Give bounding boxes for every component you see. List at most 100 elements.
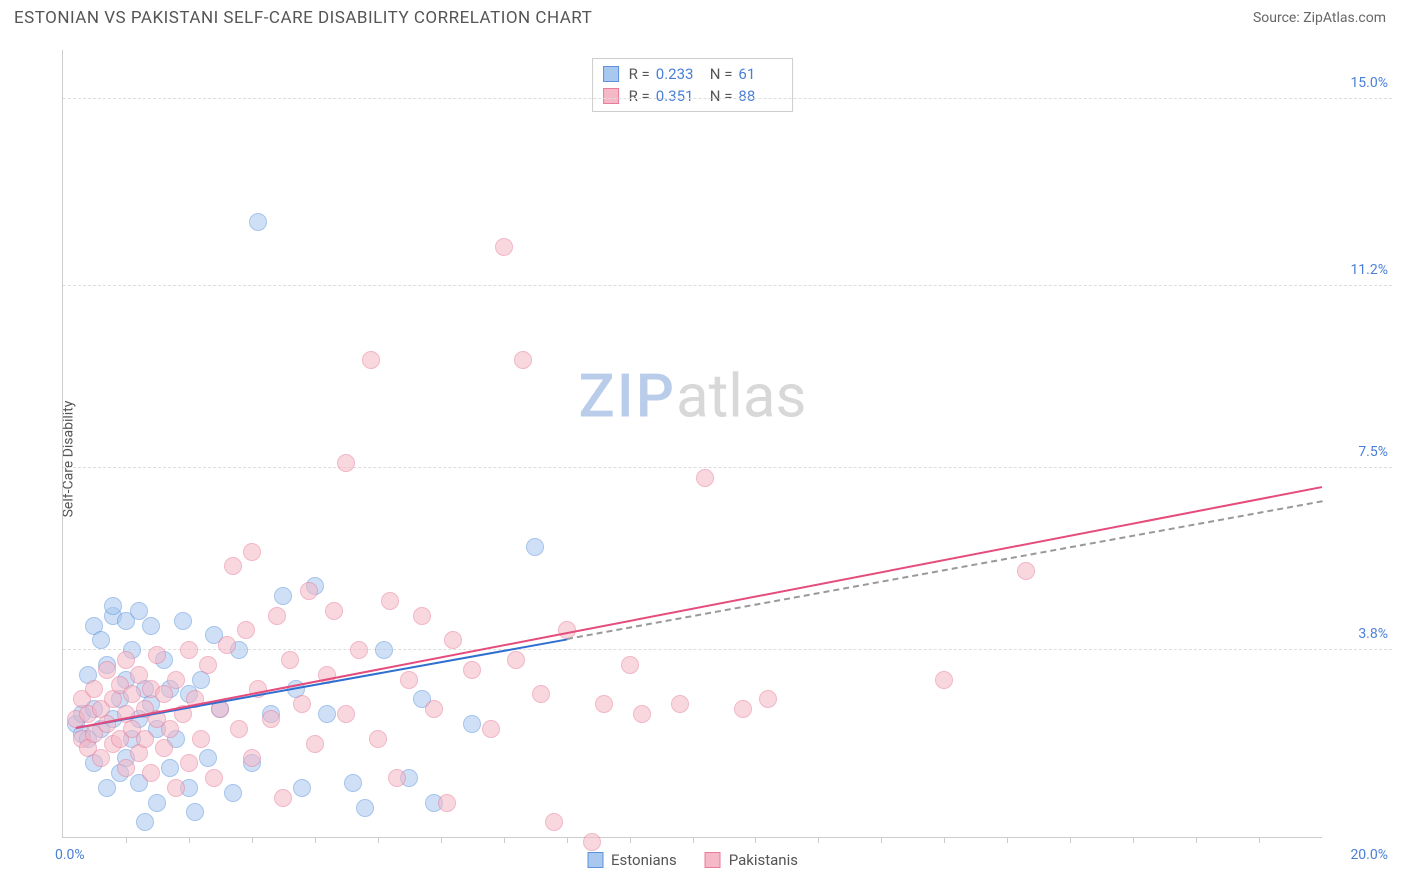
scatter-point: [92, 631, 110, 649]
scatter-point: [369, 730, 387, 748]
scatter-point: [482, 720, 500, 738]
stat-n-estonians: 61: [738, 65, 782, 83]
scatter-point: [463, 661, 481, 679]
scatter-point: [381, 592, 399, 610]
scatter-point: [734, 700, 752, 718]
scatter-point: [1017, 562, 1035, 580]
scatter-point: [237, 621, 255, 639]
scatter-point: [192, 730, 210, 748]
scatter-point: [136, 730, 154, 748]
xtick: [1007, 837, 1008, 843]
swatch-estonians: [587, 852, 603, 868]
gridline: [63, 467, 1392, 468]
scatter-point: [526, 538, 544, 556]
scatter-point: [167, 779, 185, 797]
xtick: [944, 837, 945, 843]
scatter-point: [375, 641, 393, 659]
scatter-point: [155, 685, 173, 703]
legend-label-pakistanis: Pakistanis: [729, 851, 798, 869]
scatter-point: [595, 695, 613, 713]
scatter-point: [545, 813, 563, 831]
stat-r-label: R =: [629, 87, 650, 105]
watermark: ZIPatlas: [579, 361, 807, 432]
scatter-point: [148, 646, 166, 664]
scatter-point: [167, 671, 185, 689]
trendline: [75, 486, 1322, 729]
scatter-point: [438, 794, 456, 812]
xtick: [755, 837, 756, 843]
scatter-point: [356, 799, 374, 817]
ytick-label: 3.8%: [1358, 626, 1388, 642]
header-bar: ESTONIAN VS PAKISTANI SELF-CARE DISABILI…: [0, 0, 1406, 36]
scatter-point: [300, 582, 318, 600]
stat-n-label: N =: [710, 87, 733, 105]
scatter-point: [281, 651, 299, 669]
scatter-point: [224, 557, 242, 575]
scatter-point: [243, 749, 261, 767]
swatch-pakistanis: [603, 88, 619, 104]
scatter-point: [199, 656, 217, 674]
scatter-point: [224, 784, 242, 802]
ytick-label: 11.2%: [1350, 262, 1388, 278]
source-prefix: Source:: [1253, 10, 1303, 26]
xtick: [881, 837, 882, 843]
chart-title: ESTONIAN VS PAKISTANI SELF-CARE DISABILI…: [14, 8, 592, 28]
chart-container: Self-Care Disability ZIPatlas R = 0.233 …: [14, 40, 1392, 878]
stat-r-label: R =: [629, 65, 650, 83]
scatter-point: [142, 764, 160, 782]
scatter-point: [425, 700, 443, 718]
stats-row-pakistanis: R = 0.351 N = 88: [603, 85, 783, 107]
scatter-point: [249, 213, 267, 231]
scatter-point: [155, 739, 173, 757]
trendline: [566, 501, 1322, 641]
scatter-point: [180, 754, 198, 772]
xtick: [1070, 837, 1071, 843]
swatch-estonians: [603, 66, 619, 82]
scatter-point: [306, 735, 324, 753]
xtick: [315, 837, 316, 843]
scatter-point: [463, 715, 481, 733]
xtick: [378, 837, 379, 843]
scatter-point: [130, 666, 148, 684]
scatter-point: [218, 636, 236, 654]
scatter-point: [444, 631, 462, 649]
xtick: [126, 837, 127, 843]
scatter-point: [274, 789, 292, 807]
scatter-point: [117, 651, 135, 669]
scatter-point: [759, 690, 777, 708]
scatter-point: [400, 671, 418, 689]
scatter-point: [671, 695, 689, 713]
xtick: [1196, 837, 1197, 843]
scatter-point: [148, 794, 166, 812]
scatter-point: [514, 351, 532, 369]
scatter-point: [161, 720, 179, 738]
xtick: [504, 837, 505, 843]
xtick: [818, 837, 819, 843]
source-name: ZipAtlas.com: [1303, 10, 1386, 26]
scatter-point: [205, 769, 223, 787]
scatter-point: [388, 769, 406, 787]
stats-row-estonians: R = 0.233 N = 61: [603, 63, 783, 85]
scatter-point: [696, 469, 714, 487]
scatter-point: [935, 671, 953, 689]
watermark-atlas: atlas: [676, 361, 806, 432]
scatter-point: [104, 597, 122, 615]
xtick: [1133, 837, 1134, 843]
scatter-point: [583, 833, 601, 851]
scatter-point: [532, 685, 550, 703]
scatter-point: [318, 705, 336, 723]
scatter-point: [337, 454, 355, 472]
scatter-point: [117, 759, 135, 777]
gridline: [63, 98, 1392, 99]
xtick: [630, 837, 631, 843]
watermark-zip: ZIP: [579, 361, 676, 432]
xtick: [693, 837, 694, 843]
bottom-legend: Estonians Pakistanis: [587, 851, 798, 869]
scatter-point: [344, 774, 362, 792]
scatter-point: [161, 759, 179, 777]
scatter-point: [337, 705, 355, 723]
legend-label-estonians: Estonians: [611, 851, 677, 869]
scatter-point: [633, 705, 651, 723]
scatter-point: [507, 651, 525, 669]
scatter-point: [180, 641, 198, 659]
